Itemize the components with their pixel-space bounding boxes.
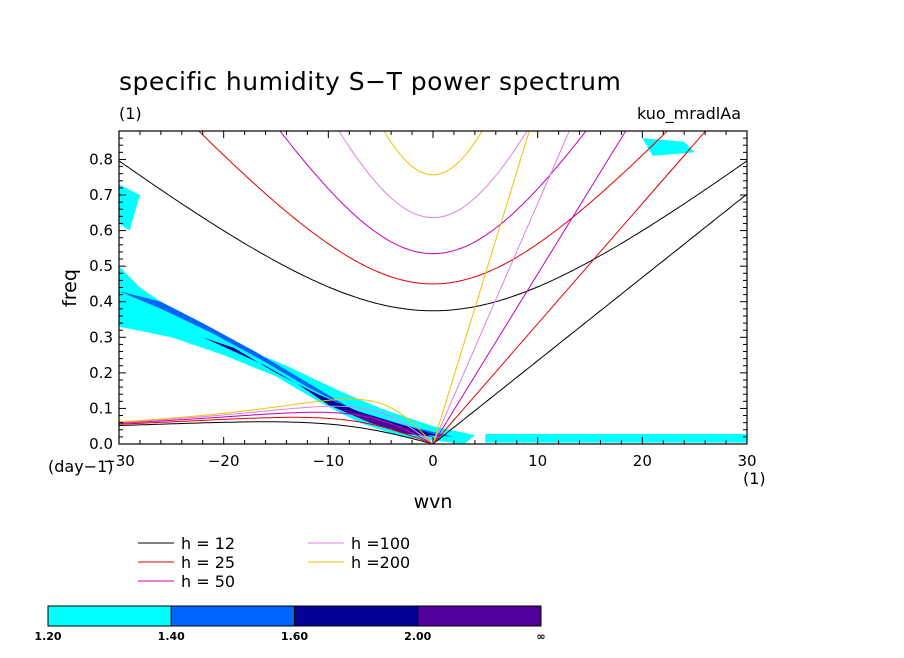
x-tick-label: 10 (528, 452, 547, 470)
chart-subtitle-left: (1) (119, 104, 142, 123)
x-tick-label: −30 (103, 452, 135, 470)
kelvin-curve-h100 (432, 131, 570, 444)
colorbar-swatch (294, 605, 419, 627)
chart-title: specific humidity S−T power spectrum (119, 67, 621, 96)
y-unit-label: (day−1) (48, 457, 114, 476)
colorbar-swatch (170, 605, 295, 627)
power-region-2 (119, 184, 140, 231)
y-axis-label: freq (59, 269, 81, 307)
rossby-curve-h200 (119, 398, 433, 444)
colorbar-label: 1.60 (281, 630, 308, 643)
legend-label: h = 25 (181, 553, 235, 572)
rossby-curve-h12 (119, 421, 433, 444)
x-tick-label: 20 (633, 452, 652, 470)
kelvin-curve-h25 (432, 131, 707, 444)
legend-label: h = 50 (181, 572, 235, 591)
y-tick-label: 0.3 (89, 328, 113, 346)
y-tick-label: 0.2 (89, 364, 113, 382)
y-tick-label: 0.7 (89, 186, 113, 204)
rossby-curve-h25 (119, 416, 433, 444)
colorbar-label: 1.40 (158, 630, 185, 643)
power-shading (119, 138, 747, 444)
x-tick-label: 0 (428, 452, 438, 470)
kelvin-curve-h200 (432, 131, 530, 444)
power-region-3 (485, 434, 747, 443)
y-tick-label: 0.0 (89, 435, 113, 453)
colorbar-label: ∞ (536, 630, 545, 643)
dispersion-curves (119, 131, 747, 444)
legend-label: h =200 (351, 553, 410, 572)
kelvin-curve-h12 (432, 193, 747, 444)
plot-frame (118, 130, 748, 445)
gravity-curve-h50 (279, 131, 587, 255)
colorbar-swatch (47, 605, 172, 627)
x-tick-label: −10 (313, 452, 345, 470)
kelvin-curve-h50 (432, 131, 627, 444)
power-region-6 (202, 337, 444, 437)
gravity-curve-h100 (338, 131, 528, 219)
gravity-curve-h12 (119, 160, 747, 312)
colorbar: 1.20 1.40 1.60 2.00 ∞ (34, 605, 546, 643)
power-region-5 (119, 291, 454, 437)
legend-label: h =100 (351, 534, 410, 553)
y-tick-label: 0.5 (89, 257, 113, 275)
y-tick-label: 0.4 (89, 293, 113, 311)
rossby-curve-h50 (119, 411, 433, 444)
x-tick-label: −20 (208, 452, 240, 470)
gravity-curve-h25 (198, 131, 668, 285)
axis-ticks: −30 −20 −10 0 10 20 30 0.0 0.1 0.2 0.3 0.4 0.5 0.6 0.7… (89, 131, 757, 470)
chart-subtitle-right: kuo_mradlAa (637, 104, 741, 124)
gravity-curve-h200 (383, 131, 483, 176)
colorbar-label: 2.00 (404, 630, 431, 643)
y-tick-label: 0.1 (89, 399, 113, 417)
y-tick-label: 0.8 (89, 150, 113, 168)
legend-label: h = 12 (181, 534, 235, 553)
colorbar-swatch (417, 605, 542, 627)
colorbar-label: 1.20 (34, 630, 61, 643)
rossby-curve-h100 (119, 405, 433, 444)
x-unit-label: (1) (743, 469, 766, 488)
x-axis-label: wvn (414, 491, 453, 513)
y-tick-label: 0.6 (89, 222, 113, 240)
x-tick-label: 30 (737, 452, 756, 470)
